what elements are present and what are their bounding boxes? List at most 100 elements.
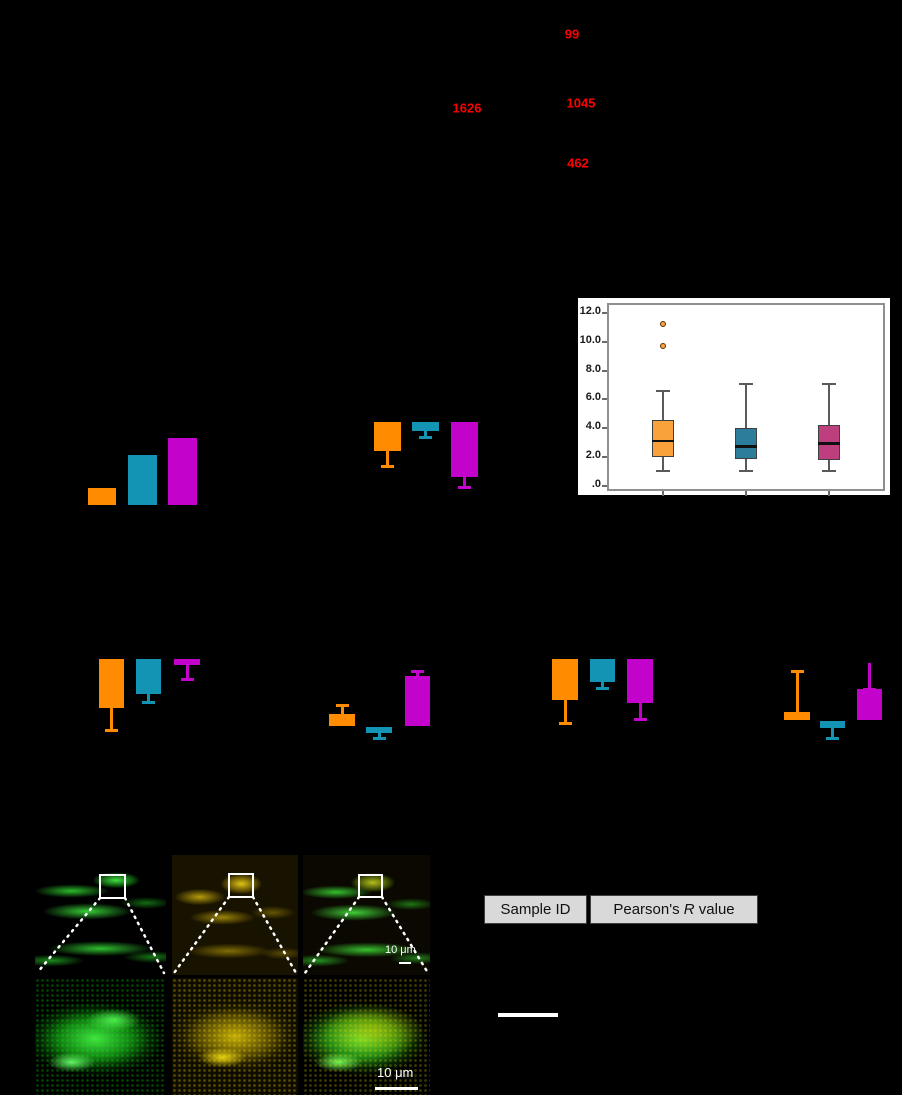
row2-bars-1-bar-magenta (174, 659, 200, 665)
row2-bars-1-whisker-teal (147, 694, 150, 702)
row1-bars-up-bar-orange (88, 488, 116, 505)
row2-bars-1-whisker-cap-magenta (181, 678, 194, 681)
roi-overlay-yellow (172, 873, 298, 975)
row1-bars-down-whisker-magenta (463, 477, 466, 487)
roi-dotted-line-left (35, 896, 102, 975)
boxplot-tick-mark (602, 311, 607, 314)
roi-box (99, 874, 126, 899)
row2-bars-4-whisker-orange (796, 671, 799, 712)
row2-bars-3-whisker-teal (601, 682, 604, 688)
row2-bars-3-bar-orange (552, 659, 578, 700)
boxplot-tick-mark (602, 485, 607, 487)
row2-bars-1-whisker-cap-orange (105, 729, 118, 732)
venn-count-center: 1045 (566, 95, 596, 111)
table-header-sample-id: Sample ID (484, 895, 587, 924)
row2-bars-3-whisker-magenta (639, 703, 642, 719)
row1-bars-up-bar-magenta (168, 438, 197, 505)
row2-bars-3-whisker-cap-magenta (634, 718, 647, 721)
row2-bars-2-whisker-cap-teal (373, 737, 386, 740)
boxplot-tick-mark (602, 456, 607, 459)
row2-bars-1-whisker-orange (110, 708, 113, 730)
box-median (818, 442, 840, 445)
scale-bar-label-bottom: 10 μm (377, 1065, 414, 1080)
row2-bars-2-whisker-cap-orange (336, 704, 349, 707)
box-whisker-cap-lo (656, 469, 670, 472)
row2-bars-2-whisker-teal (378, 733, 381, 738)
boxplot-xtick (662, 491, 664, 496)
row2-bars-4-whisker-cap-orange (791, 670, 804, 673)
box-median (735, 445, 757, 448)
boxplot-panel (578, 298, 890, 495)
roi-dotted-line-left (172, 895, 231, 975)
table-header-pearson-part2: value (694, 901, 735, 918)
table-header-pearson-r-italic: R (683, 901, 695, 918)
boxplot-tick-label: 4.0 (585, 420, 601, 433)
row2-bars-2-whisker-magenta (416, 671, 419, 676)
boxplot-tick-label: 10.0 (579, 333, 601, 346)
box-whisker-cap-hi (656, 389, 670, 392)
row2-bars-3-bar-magenta (627, 659, 653, 703)
row2-bars-4-whisker-cap-teal (826, 737, 839, 740)
scale-bar-label-top: 10 μm (385, 944, 416, 956)
roi-box (228, 873, 254, 898)
row2-bars-2-whisker-orange (341, 705, 344, 714)
box-whisker-cap-lo (822, 469, 836, 472)
row2-bars-1-whisker-cap-teal (142, 701, 155, 704)
row2-bars-3-whisker-cap-orange (559, 722, 572, 725)
micro-green-zoom (35, 978, 166, 1095)
venn-count-left: 1626 (452, 100, 482, 116)
roi-dotted-line-left (303, 895, 361, 975)
boxplot-tick-mark (602, 398, 607, 401)
boxplot-tick-mark (602, 427, 607, 430)
row1-bars-down-whisker-cap-teal (419, 436, 432, 439)
row2-bars-4-bar-teal (820, 721, 845, 728)
table-header-pearson-part1: Pearson's (613, 901, 684, 918)
row1-bars-down-bar-teal (412, 422, 439, 431)
roi-dotted-line-right (251, 895, 298, 975)
scale-bar-line-top (399, 962, 411, 964)
row2-bars-2-bar-orange (329, 714, 355, 726)
row1-bars-down-whisker-cap-orange (381, 465, 394, 468)
roi-overlay-merge (303, 874, 430, 975)
row1-bars-down-whisker-teal (424, 431, 427, 437)
row2-bars-4-bar-magenta (857, 689, 882, 720)
row1-bars-up-bar-teal (128, 455, 157, 505)
micro-merge-overview (303, 855, 430, 975)
roi-dotted-line-right (380, 895, 430, 975)
box-outlier (660, 343, 666, 350)
roi-dotted-line-right (123, 896, 166, 975)
box-iqr (652, 420, 674, 458)
row2-bars-3-whisker-orange (564, 700, 567, 723)
boxplot-tick-mark (602, 340, 607, 343)
row1-bars-down-bar-orange (374, 422, 401, 451)
pearson-table-header: Sample ID Pearson's R value (484, 895, 758, 924)
row2-bars-4-whisker-magenta (868, 663, 871, 689)
boxplot-tick-label: 8.0 (585, 362, 601, 375)
row2-bars-2-bar-teal (366, 727, 392, 733)
table-header-pearson-r: Pearson's R value (590, 895, 758, 924)
boxplot-frame (607, 303, 885, 491)
box-whisker-cap-lo (739, 469, 753, 472)
micro-merge-zoom (303, 978, 430, 1095)
micro-yellow-overview (172, 855, 298, 975)
row2-bars-1-bar-orange (99, 659, 124, 708)
venn-count-top: 99 (564, 26, 580, 42)
boxplot-tick-label: 6.0 (585, 391, 601, 404)
boxplot-tick-mark (602, 369, 607, 372)
boxplot-xtick (745, 491, 747, 496)
boxplot-tick-label: .0 (591, 478, 601, 490)
row2-bars-3-whisker-cap-teal (596, 687, 609, 690)
scale-bar-line-bottom (375, 1087, 418, 1090)
boxplot-xtick (828, 491, 830, 496)
roi-box (358, 874, 383, 898)
box-whisker-cap-hi (822, 382, 836, 385)
boxplot-tick-label: 12.0 (579, 304, 601, 317)
box-iqr (735, 427, 757, 460)
micro-yellow-zoom (172, 978, 298, 1095)
box-whisker-line (745, 383, 747, 471)
box-outlier (660, 320, 666, 327)
row2-bars-4-bar-orange (784, 712, 810, 720)
row1-bars-down-whisker-orange (386, 451, 389, 466)
